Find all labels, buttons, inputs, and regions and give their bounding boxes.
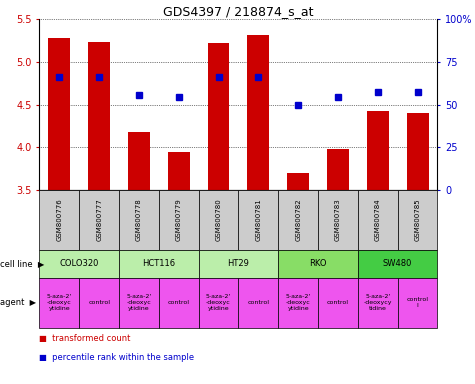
Bar [247, 35, 269, 190]
Bar [407, 113, 428, 190]
Bar [287, 173, 309, 190]
Bar [48, 38, 70, 190]
Text: GSM800780: GSM800780 [216, 199, 221, 241]
Text: RKO: RKO [309, 259, 327, 268]
Text: GSM800784: GSM800784 [375, 199, 381, 241]
Text: GSM800776: GSM800776 [57, 199, 62, 241]
Text: GSM800777: GSM800777 [96, 199, 102, 241]
Bar [168, 152, 190, 190]
Text: control: control [88, 300, 110, 305]
Text: agent  ▶: agent ▶ [0, 298, 36, 307]
Text: SW480: SW480 [383, 259, 412, 268]
Text: 5-aza-2'
-deoxycy
tidine: 5-aza-2' -deoxycy tidine [363, 294, 392, 311]
Text: 5-aza-2'
-deoxyc
ytidine: 5-aza-2' -deoxyc ytidine [285, 294, 311, 311]
Text: control
l: control l [407, 297, 428, 308]
Bar [88, 42, 110, 190]
Text: control: control [327, 300, 349, 305]
Bar [327, 149, 349, 190]
Text: 5-aza-2'
-deoxyc
ytidine: 5-aza-2' -deoxyc ytidine [47, 294, 72, 311]
Bar [367, 111, 389, 190]
Text: control: control [168, 300, 190, 305]
Bar [128, 132, 150, 190]
Title: GDS4397 / 218874_s_at: GDS4397 / 218874_s_at [163, 5, 314, 18]
Text: 5-aza-2'
-deoxyc
ytidine: 5-aza-2' -deoxyc ytidine [206, 294, 231, 311]
Text: ■  transformed count: ■ transformed count [39, 334, 131, 343]
Text: cell line  ▶: cell line ▶ [0, 259, 44, 268]
Text: GSM800781: GSM800781 [256, 199, 261, 241]
Text: COLO320: COLO320 [59, 259, 99, 268]
Text: HT29: HT29 [228, 259, 249, 268]
Text: GSM800782: GSM800782 [295, 199, 301, 241]
Text: ■  percentile rank within the sample: ■ percentile rank within the sample [39, 353, 195, 362]
Text: GSM800785: GSM800785 [415, 199, 420, 241]
Bar [208, 43, 229, 190]
Text: GSM800779: GSM800779 [176, 199, 182, 241]
Text: GSM800783: GSM800783 [335, 199, 341, 241]
Text: 5-aza-2'
-deoxyc
ytidine: 5-aza-2' -deoxyc ytidine [126, 294, 152, 311]
Text: control: control [247, 300, 269, 305]
Text: GSM800778: GSM800778 [136, 199, 142, 241]
Text: HCT116: HCT116 [142, 259, 175, 268]
